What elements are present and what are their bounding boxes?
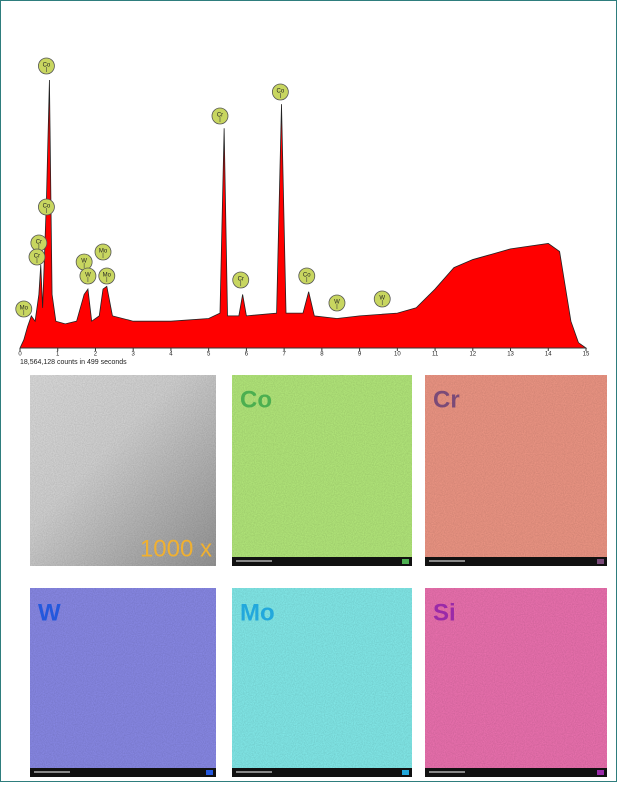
magnification-label: 1000 x bbox=[140, 535, 212, 562]
element-label: Cr bbox=[433, 386, 460, 413]
x-tick-label: 12 bbox=[469, 352, 476, 358]
element-map: Co bbox=[232, 375, 412, 566]
element-label: Si bbox=[433, 599, 456, 626]
element-map: Si bbox=[425, 588, 607, 777]
element-label: Mo bbox=[240, 599, 275, 626]
element-map: 1000 x bbox=[30, 375, 216, 566]
peak-label: Co bbox=[303, 273, 311, 279]
x-tick-label: 13 bbox=[507, 352, 514, 358]
peak-label: Mo bbox=[103, 273, 112, 279]
color-swatch bbox=[597, 559, 604, 564]
element-map: Mo bbox=[232, 588, 412, 777]
x-tick-label: 14 bbox=[545, 352, 552, 358]
x-tick-label: 10 bbox=[394, 352, 401, 358]
color-swatch bbox=[402, 770, 409, 775]
element-label: W bbox=[38, 599, 61, 626]
peak-label: Mo bbox=[20, 306, 29, 312]
peak-label: Mo bbox=[99, 249, 108, 255]
caption: 18,564,128 counts in 499 seconds bbox=[20, 359, 127, 366]
x-tick-label: 15 bbox=[583, 352, 590, 358]
element-label: Co bbox=[240, 386, 272, 413]
peak-label: Co bbox=[43, 204, 51, 210]
color-swatch bbox=[206, 770, 213, 775]
peak-label: Co bbox=[277, 89, 285, 95]
element-map: W bbox=[30, 588, 216, 777]
element-map: Cr bbox=[425, 375, 607, 566]
figure: 18,564,128 counts in 499 seconds 0123456… bbox=[0, 0, 617, 782]
x-tick-label: 11 bbox=[432, 352, 439, 358]
color-swatch bbox=[402, 559, 409, 564]
color-swatch bbox=[597, 770, 604, 775]
peak-label: Co bbox=[43, 63, 51, 69]
